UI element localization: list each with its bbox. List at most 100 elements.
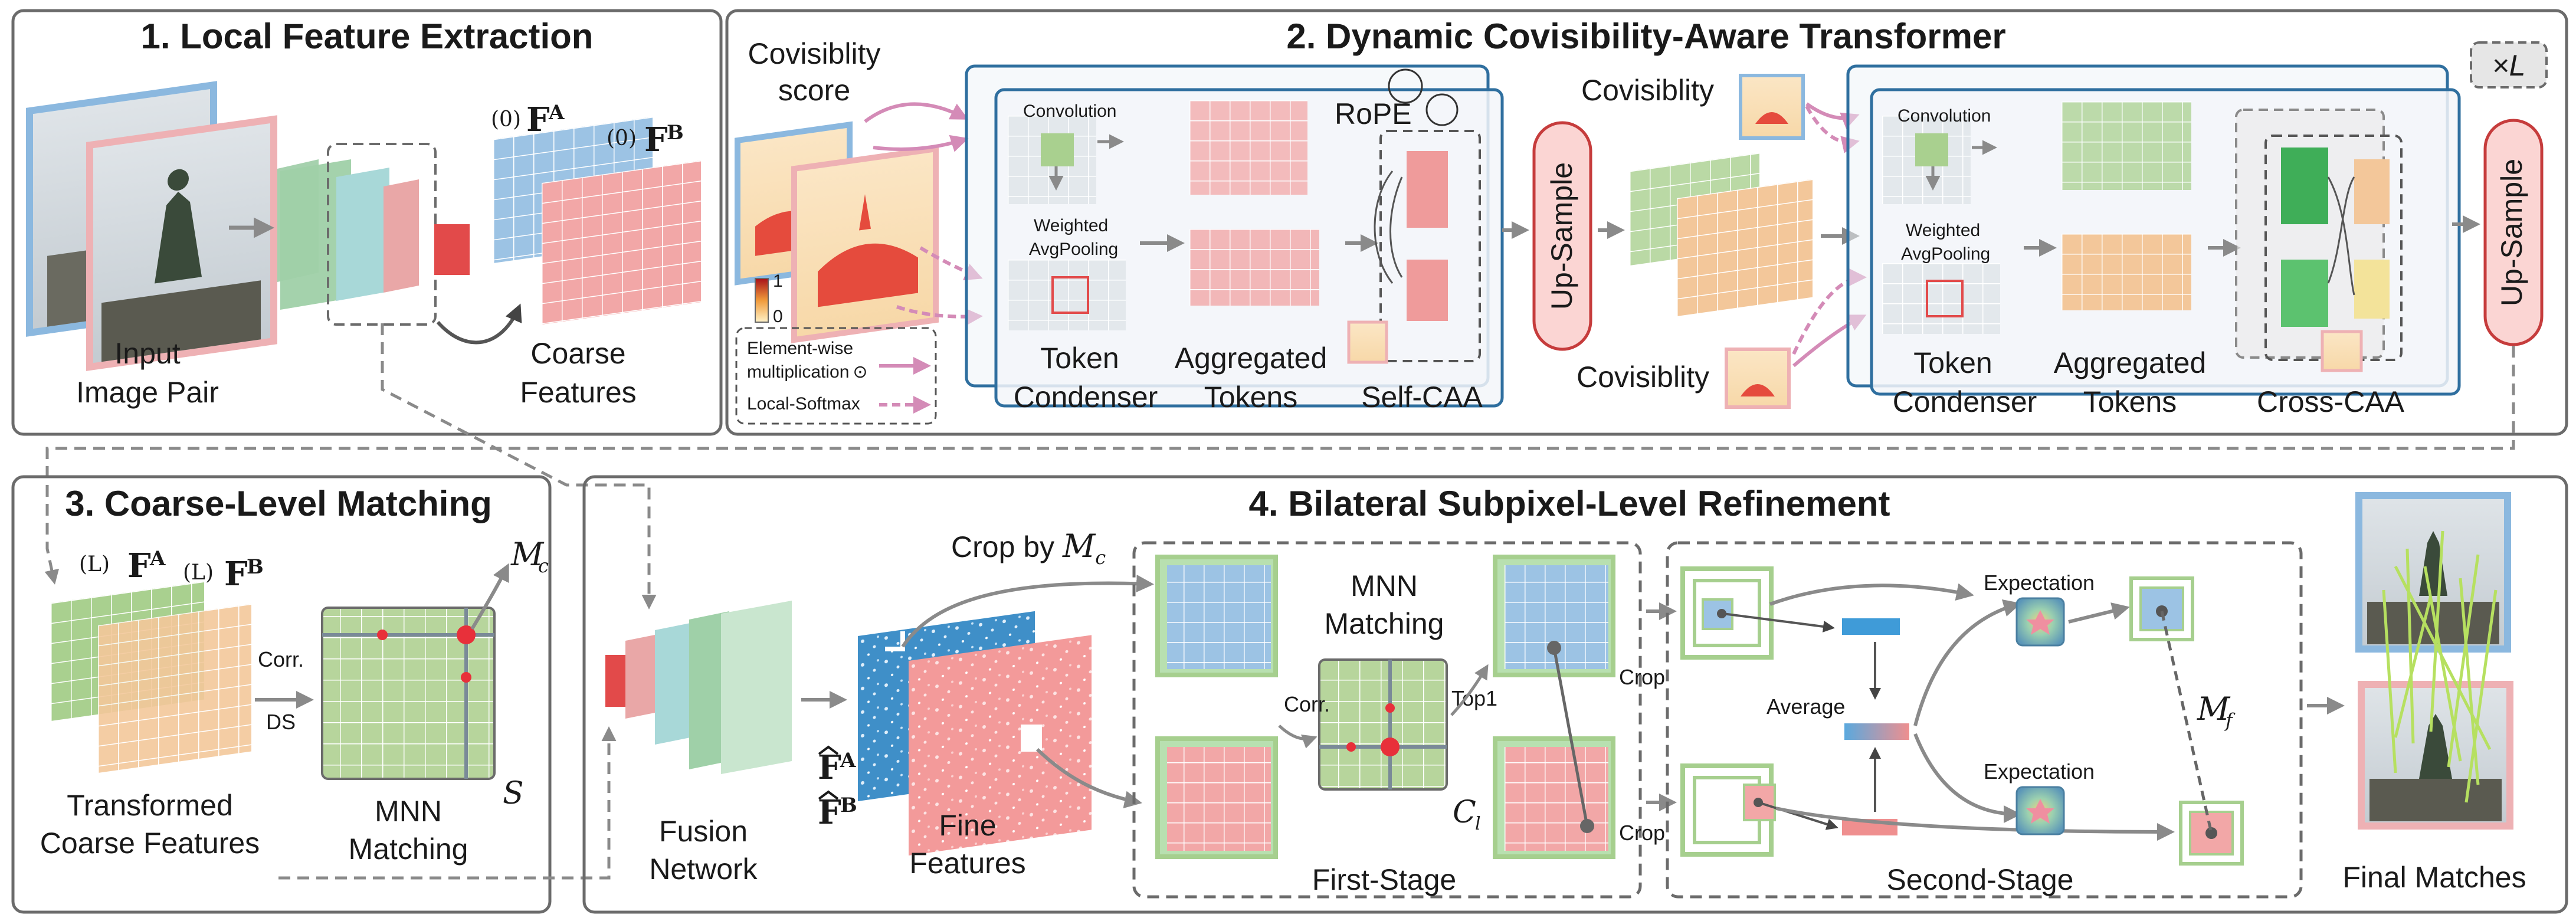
mnn-matrix — [321, 607, 496, 780]
rope-label: RoPE — [1335, 97, 1412, 130]
mc-symbol: M — [510, 536, 545, 573]
self-caa-covis-thumb — [1347, 320, 1388, 364]
cross-caa-token-a-bottom — [2281, 260, 2328, 327]
input-image-pair — [26, 81, 277, 371]
cross-pooling-grid — [1882, 263, 2000, 334]
svg-text:F: F — [526, 100, 550, 139]
first-stage-label: First-Stage — [1312, 863, 1457, 896]
coarse-label-line1: Coarse — [530, 337, 625, 370]
fbL-sup: (L) — [183, 561, 214, 585]
scale-max: 1 — [773, 271, 783, 291]
coarse-feature-cube — [434, 224, 470, 275]
fbL-symbol: F — [224, 555, 248, 594]
first-mnn-peak — [1381, 738, 1400, 756]
first-mnn-line1: MNN — [1351, 569, 1418, 602]
crop-by-m-symbol: M — [1062, 527, 1096, 565]
legend-local-softmax: Local-Softmax — [747, 394, 860, 414]
cross-agg-line1: Aggregated — [2054, 346, 2207, 379]
faL-symbol: F — [127, 546, 151, 585]
rope-rotation-icon — [1388, 68, 1423, 104]
upsample-block-1 — [1532, 121, 1592, 351]
crop-by-m-sub: c — [1095, 546, 1106, 569]
ds-label: DS — [266, 710, 296, 734]
self-conv-grid — [1008, 116, 1096, 204]
self-caa-label: Self-CAA — [1361, 381, 1483, 414]
covis-bottom-thumb — [1725, 348, 1791, 409]
self-token-line1: Token — [1040, 342, 1119, 375]
svg-text:(L): (L) — [79, 552, 110, 576]
mnn-match-point — [457, 625, 476, 644]
cross-weighted-line2: AvgPooling — [1901, 244, 1990, 264]
self-caa-box — [1379, 130, 1481, 362]
svg-text:f: f — [2224, 709, 2236, 732]
svg-text:l: l — [1475, 814, 1481, 834]
crop-bottom-label: Crop — [1619, 821, 1665, 845]
first-mnn-matrix — [1318, 658, 1448, 791]
final-matches-label: Final Matches — [2342, 861, 2526, 894]
panel2-title: 2. Dynamic Covisibility-Aware Transforme… — [1286, 17, 2005, 56]
cross-caa-token-b-bottom — [2354, 260, 2390, 319]
svg-text:F: F — [644, 120, 668, 159]
svg-text:c: c — [538, 555, 549, 577]
cross-agg-line2: Tokens — [2083, 385, 2177, 418]
feedback-connector — [44, 346, 2515, 585]
svg-text:F: F — [127, 546, 151, 585]
svg-text:(L): (L) — [183, 561, 214, 585]
self-agg-line1: Aggregated — [1175, 342, 1328, 375]
cross-caa-token-b-top — [2354, 159, 2390, 224]
fusion-network-blocks — [605, 601, 792, 774]
svg-text:F: F — [818, 793, 841, 832]
fa0-sub: A — [548, 101, 565, 124]
svg-text:C: C — [1453, 795, 1476, 830]
faL-sub: A — [149, 547, 166, 571]
fine-line1: Fine — [939, 809, 996, 842]
descriptor-bar-a — [1842, 618, 1900, 635]
fusion-line2: Network — [649, 853, 758, 886]
self-agg-bottom — [1189, 229, 1319, 306]
svg-text:Crop by Mc: Crop by Mc — [951, 527, 1106, 569]
transformed-line2: Coarse Features — [40, 827, 260, 860]
self-weighted-line2: AvgPooling — [1029, 240, 1118, 259]
fhat-a-sub: A — [840, 749, 856, 772]
cross-caa-label: Cross-CAA — [2257, 385, 2405, 418]
average-label: Average — [1767, 694, 1845, 719]
fbL-sub: B — [247, 555, 264, 579]
fb0-sub: B — [667, 121, 684, 145]
coarse-to-fusion-connector — [278, 726, 617, 880]
self-pooling-grid — [1008, 260, 1126, 330]
final-matches-image-a — [2355, 492, 2511, 653]
panel-coarse-level-matching: 3. Coarse-Level Matching (L) F A (L) F B… — [11, 475, 552, 914]
first-stage-result-a — [1493, 555, 1615, 677]
final-matches-image-b — [2358, 681, 2513, 830]
covisibility-heatmap-b — [791, 145, 939, 343]
covis-score-line2: score — [778, 74, 850, 107]
svg-text:A: A — [149, 547, 166, 571]
second-stage-label: Second-Stage — [1887, 863, 2074, 896]
fhat-b-sub: B — [840, 794, 857, 817]
svg-text:B: B — [840, 794, 857, 817]
legend-box — [735, 327, 937, 425]
first-stage-box — [1132, 541, 1642, 899]
upsample-label-2: Up-Sample — [2495, 159, 2528, 306]
panel-dynamic-covisibility-transformer: 2. Dynamic Covisibility-Aware Transforme… — [725, 9, 2568, 436]
fusion-input-connector — [381, 323, 657, 609]
transformed-feature-b — [98, 604, 251, 773]
expectation-star-top — [2026, 610, 2054, 635]
cross-caa-box-back — [2235, 109, 2385, 359]
coarse-feature-map-b — [542, 160, 701, 325]
svg-text:(0): (0) — [491, 107, 521, 132]
expectation-bottom-label: Expectation — [1984, 759, 2095, 784]
repeat-badge — [2470, 41, 2548, 89]
refined-patch-b — [2179, 801, 2244, 866]
averaged-descriptor — [1844, 723, 1909, 740]
cross-token-line2: Condenser — [1893, 385, 2037, 418]
repeat-count: ×L — [2492, 49, 2525, 82]
svg-text:F: F — [818, 748, 841, 787]
first-stage-patch-a — [1155, 555, 1278, 677]
panel-local-feature-extraction: 1. Local Feature Extraction Input Image … — [11, 9, 723, 436]
final-match-lines — [2382, 530, 2498, 803]
covis-score-line1: Covisiblity — [748, 37, 880, 70]
legend-elementwise-line2: multiplication — [747, 362, 849, 382]
second-stage-window-b — [1680, 763, 1776, 857]
